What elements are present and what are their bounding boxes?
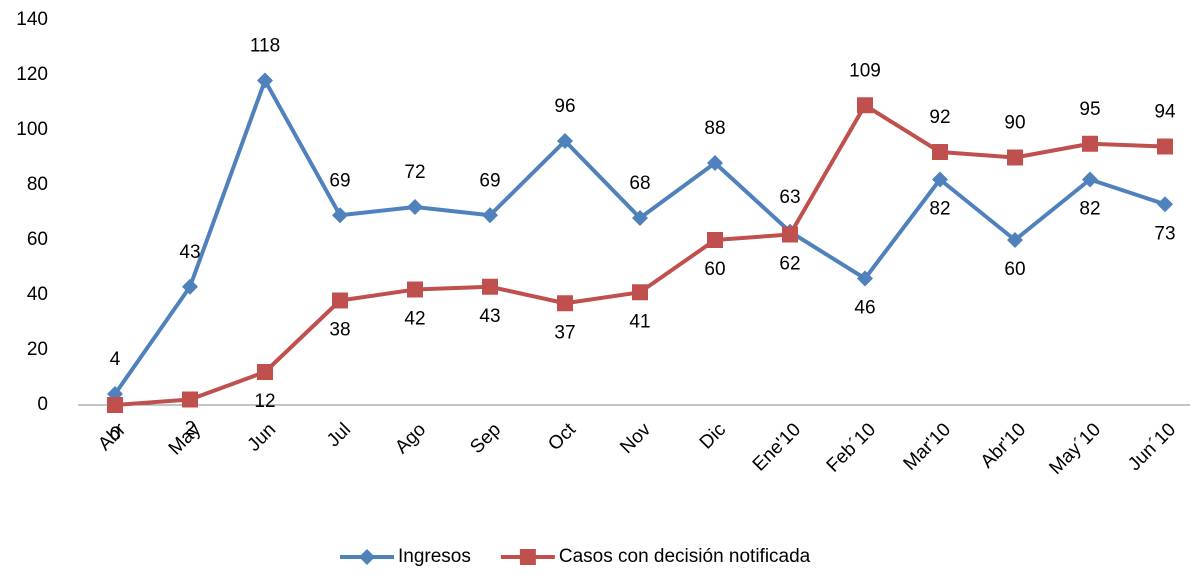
legend-item: Casos con decisión notificada — [500, 546, 811, 567]
data-label: 90 — [1004, 113, 1025, 134]
data-label: 0 — [110, 424, 121, 445]
data-point — [1157, 138, 1173, 155]
x-tick-label: Feb´10 — [823, 419, 880, 476]
y-tick-label: 20 — [27, 339, 48, 360]
data-label: 43 — [479, 306, 500, 327]
data-point — [632, 210, 648, 226]
data-label: 88 — [704, 118, 725, 139]
data-point — [1082, 135, 1098, 152]
data-point — [332, 292, 348, 309]
data-label: 69 — [329, 170, 350, 191]
data-point — [857, 270, 873, 287]
data-point — [332, 207, 348, 224]
data-point — [182, 278, 198, 295]
data-label: 118 — [250, 36, 280, 57]
data-point — [257, 72, 273, 89]
data-label: 73 — [1154, 223, 1175, 244]
x-tick-label: Sep — [466, 419, 505, 458]
x-tick-label: Ago — [391, 419, 430, 458]
data-label: 41 — [629, 311, 650, 332]
data-point — [482, 207, 498, 224]
data-point — [557, 133, 573, 149]
data-label: 12 — [254, 391, 275, 412]
data-label: 2 — [185, 419, 196, 440]
data-point — [782, 226, 798, 243]
data-label: 46 — [854, 298, 875, 319]
legend-marker — [359, 549, 375, 565]
data-point — [932, 144, 948, 160]
x-tick-label: May´10 — [1045, 419, 1105, 479]
data-label: 72 — [404, 162, 425, 183]
data-label: 96 — [554, 96, 575, 117]
data-point — [482, 278, 498, 295]
legend-label: Ingresos — [398, 546, 471, 567]
x-tick-label: Abr'10 — [977, 419, 1030, 472]
data-label: 38 — [329, 320, 350, 341]
legend-label: Casos con decisión notificada — [559, 546, 811, 567]
y-tick-label: 80 — [27, 174, 48, 195]
y-tick-label: 120 — [16, 64, 48, 85]
data-point — [407, 281, 423, 298]
data-label: 43 — [179, 242, 200, 263]
data-point — [1157, 196, 1173, 213]
data-label: 69 — [479, 170, 500, 191]
data-label: 63 — [779, 187, 800, 208]
data-point — [557, 295, 573, 312]
data-label: 60 — [704, 259, 725, 280]
y-tick-label: 40 — [27, 284, 48, 305]
data-point — [407, 199, 423, 215]
data-label: 62 — [779, 254, 800, 275]
x-tick-label: Dic — [696, 419, 730, 453]
legend-item: Ingresos — [340, 546, 471, 567]
y-tick-label: 100 — [16, 119, 48, 140]
data-point — [1007, 149, 1023, 166]
data-label: 82 — [929, 199, 950, 220]
data-label: 42 — [404, 309, 425, 330]
data-point — [107, 397, 123, 413]
data-point — [1007, 232, 1023, 248]
data-point — [707, 155, 723, 171]
data-label: 109 — [849, 60, 881, 81]
x-tick-label: Mar'10 — [900, 419, 955, 474]
x-tick-label: Jun´10 — [1124, 419, 1180, 475]
data-label: 82 — [1079, 199, 1100, 220]
y-tick-label: 0 — [37, 394, 48, 415]
data-label: 37 — [554, 322, 575, 343]
y-tick-label: 140 — [16, 9, 48, 30]
x-tick-label: Jul — [323, 419, 355, 451]
data-point — [857, 97, 873, 114]
y-tick-label: 60 — [27, 229, 48, 250]
data-point — [707, 232, 723, 248]
data-point — [257, 364, 273, 380]
x-tick-label: Nov — [616, 419, 655, 458]
data-label: 4 — [110, 349, 121, 370]
data-point — [182, 391, 198, 408]
data-label: 68 — [629, 173, 650, 194]
x-tick-label: Oct — [544, 419, 580, 455]
data-label: 94 — [1154, 102, 1176, 123]
data-point — [632, 284, 648, 301]
data-point — [1082, 171, 1098, 188]
x-tick-label: Ene'10 — [749, 419, 805, 475]
data-label: 95 — [1079, 99, 1100, 120]
data-label: 60 — [1004, 259, 1025, 280]
data-point — [932, 171, 948, 188]
legend-marker — [519, 549, 536, 565]
data-label: 92 — [929, 107, 950, 128]
x-tick-label: Jun — [244, 419, 281, 456]
